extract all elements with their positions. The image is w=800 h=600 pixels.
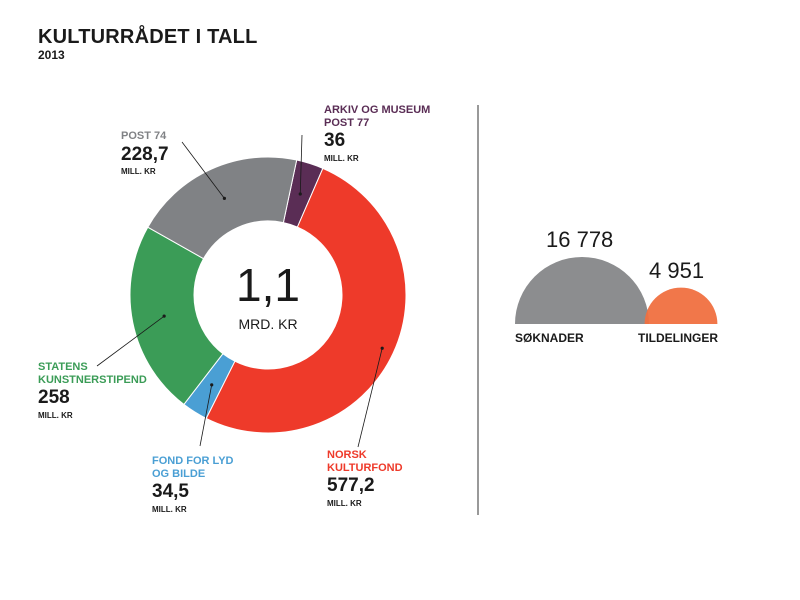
label-fond: FOND FOR LYD OG BILDE 34,5 MILL. KR bbox=[152, 455, 242, 514]
donut-center-value: 1,1 bbox=[236, 259, 300, 311]
leader-dot-1 bbox=[380, 346, 384, 350]
page-title: KULTURRÅDET I TALL bbox=[38, 26, 258, 48]
leader-dot-4 bbox=[222, 196, 226, 200]
leader-dot-0 bbox=[298, 192, 302, 196]
label-statens-value: 258 bbox=[38, 387, 70, 409]
label-arkiv-unit: MILL. KR bbox=[324, 154, 359, 164]
label-post74-name: POST 74 bbox=[121, 130, 167, 142]
leader-dot-2 bbox=[210, 383, 214, 387]
leader-lines bbox=[96, 134, 384, 448]
semicircle-chart bbox=[515, 257, 718, 324]
label-arkiv-name: ARKIV OG MUSEUM POST 77 bbox=[324, 104, 431, 129]
tildelinger-value: 4 951 bbox=[649, 258, 705, 283]
donut-segment-3 bbox=[129, 226, 224, 406]
label-norsk-value: 577,2 bbox=[327, 475, 375, 497]
donut-center-unit: MRD. KR bbox=[238, 316, 298, 332]
label-fond-value: 34,5 bbox=[152, 481, 189, 503]
soknader-label: SØKNADER bbox=[515, 331, 584, 345]
label-statens-unit: MILL. KR bbox=[38, 411, 73, 421]
donut-chart bbox=[129, 156, 407, 434]
label-statens-name: STATENS KUNSTNERSTIPEND bbox=[38, 361, 147, 386]
label-arkiv: ARKIV OG MUSEUM POST 77 36 MILL. KR bbox=[324, 104, 444, 163]
tildelinger-label: TILDELINGER bbox=[638, 331, 718, 345]
donut-segment-1 bbox=[205, 167, 407, 434]
leader-dot-3 bbox=[162, 314, 166, 318]
label-post74-value: 228,7 bbox=[121, 143, 169, 165]
label-post74: POST 74 228,7 MILL. KR bbox=[121, 130, 169, 177]
semicircle-1 bbox=[644, 287, 718, 324]
label-post74-unit: MILL. KR bbox=[121, 167, 156, 177]
label-norsk: NORSK KULTURFOND 577,2 MILL. KR bbox=[327, 449, 407, 508]
page-subtitle: 2013 bbox=[38, 48, 65, 62]
donut-segment-4 bbox=[147, 156, 298, 260]
leader-line-4 bbox=[181, 141, 225, 199]
label-norsk-unit: MILL. KR bbox=[327, 499, 362, 509]
leader-line-2 bbox=[199, 384, 213, 447]
leader-line-0 bbox=[299, 134, 303, 195]
label-norsk-name: NORSK KULTURFOND bbox=[327, 449, 403, 474]
leader-line-1 bbox=[357, 348, 383, 448]
semicircle-0 bbox=[515, 257, 649, 324]
soknader-value: 16 778 bbox=[546, 227, 614, 252]
leader-line-3 bbox=[96, 315, 165, 367]
label-fond-name: FOND FOR LYD OG BILDE bbox=[152, 455, 234, 480]
label-statens: STATENS KUNSTNERSTIPEND 258 MILL. KR bbox=[38, 361, 158, 420]
label-fond-unit: MILL. KR bbox=[152, 505, 187, 515]
label-arkiv-value: 36 bbox=[324, 130, 346, 152]
